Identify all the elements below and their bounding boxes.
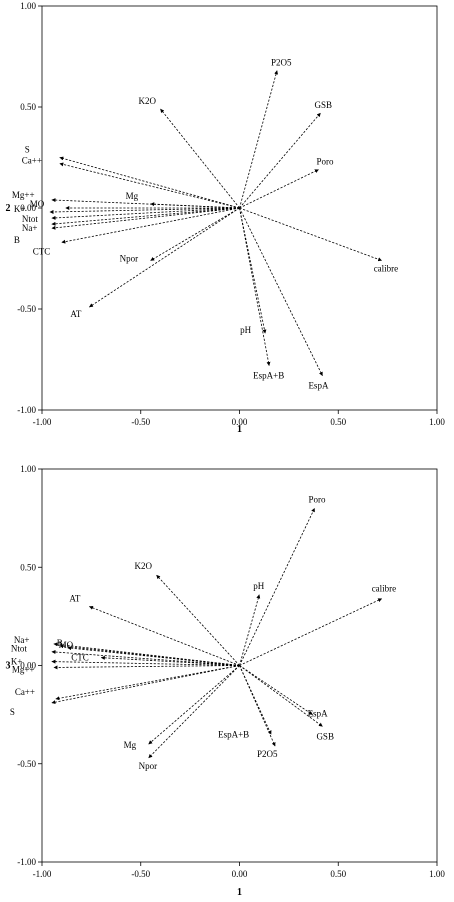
vector-k2o	[156, 574, 240, 666]
y-tick-label: -0.50	[17, 304, 36, 314]
y-tick-label: -0.50	[17, 759, 36, 769]
y-axis-title: 3	[6, 661, 11, 672]
vector-label-at: AT	[70, 309, 82, 319]
y-axis-title: 2	[6, 203, 11, 214]
vector-label-espa: EspA	[308, 381, 329, 391]
vector-mgplusplus	[53, 665, 240, 670]
y-tick-label: 0.50	[20, 102, 36, 112]
vector-label-mo: MO	[59, 640, 74, 650]
vector-p2o5	[239, 665, 276, 747]
vector-label-gsb: GSB	[314, 100, 332, 110]
vector-label-poro: Poro	[309, 494, 327, 504]
vector-label-mo: MO	[30, 199, 45, 209]
y-tick-label: 0.00	[20, 661, 36, 671]
vector-kplus	[51, 659, 240, 666]
x-tick-label: -1.00	[33, 869, 52, 879]
vector-label-espaplusb: EspA+B	[218, 729, 249, 739]
vector-npor	[150, 207, 240, 261]
vector-label-kplus: K+	[11, 657, 23, 667]
y-tick-label: 0.00	[20, 203, 36, 213]
vector-espaplusb	[239, 207, 271, 366]
x-tick-label: 1.00	[429, 869, 445, 879]
vector-mo	[67, 646, 240, 666]
x-tick-label: -0.50	[131, 869, 150, 879]
vector-kplus	[49, 207, 240, 214]
vector-label-caplusplus: Ca++	[15, 687, 35, 697]
x-axis-title: 1	[237, 887, 242, 898]
vector-label-gsb: GSB	[316, 731, 334, 741]
vector-label-espa: EspA	[308, 709, 329, 719]
vector-naplus	[51, 207, 240, 226]
vector-espa	[239, 665, 313, 715]
vector-poro	[239, 169, 319, 209]
y-tick-label: 0.50	[20, 562, 36, 572]
y-tick-label: -1.00	[17, 405, 36, 415]
vector-label-k2o: K2O	[135, 561, 153, 571]
vector-label-b: B	[14, 235, 20, 245]
vector-label-at: AT	[69, 594, 81, 604]
vector-k2o	[160, 108, 240, 209]
y-tick-label: -1.00	[17, 857, 36, 867]
vector-caplusplus	[59, 162, 240, 209]
vector-npor	[148, 665, 240, 759]
x-axis-title: 1	[237, 424, 242, 435]
vector-label-naplus: Na+	[14, 635, 30, 645]
vector-ph	[239, 594, 261, 666]
vector-at	[89, 606, 240, 666]
vector-at	[89, 207, 240, 308]
vector-label-b: B	[57, 638, 63, 648]
vector-mg	[150, 202, 240, 209]
vector-label-calibre: calibre	[372, 584, 396, 594]
x-tick-label: 0.50	[330, 417, 346, 427]
vector-calibre	[239, 207, 383, 262]
vector-gsb	[239, 665, 323, 727]
vector-ntot	[51, 207, 240, 220]
x-tick-label: 0.00	[232, 869, 248, 879]
vector-label-ntot: Ntot	[11, 644, 28, 654]
vector-poro	[239, 507, 315, 666]
vector-label-npor: Npor	[139, 761, 158, 771]
vector-label-kplus: K+	[14, 204, 26, 214]
vector-ntot	[51, 650, 240, 666]
x-tick-label: 0.50	[330, 869, 346, 879]
vector-b	[51, 207, 240, 230]
vector-label-caplusplus: Ca++	[22, 156, 42, 166]
vector-ctc	[100, 655, 240, 666]
vector-label-espaplusb: EspA+B	[253, 371, 284, 381]
vector-label-npor: Npor	[120, 254, 139, 264]
vector-label-mg: Mg	[124, 740, 137, 750]
vector-s	[51, 665, 240, 705]
vector-p2o5	[239, 70, 279, 209]
vector-label-ctc: CTC	[33, 246, 51, 256]
y-tick-label: 1.00	[20, 1, 36, 11]
vector-label-poro: Poro	[317, 157, 335, 167]
vector-label-p2o5: P2O5	[257, 749, 278, 759]
vector-caplusplus	[55, 665, 240, 701]
vector-label-k2o: K2O	[139, 96, 157, 106]
y-tick-label: 1.00	[20, 464, 36, 474]
x-tick-label: 1.00	[429, 417, 445, 427]
vector-label-ntot: Ntot	[22, 214, 39, 224]
vector-label-naplus: Na+	[22, 223, 38, 233]
vector-label-ph: pH	[253, 581, 265, 591]
vector-label-s: S	[10, 707, 15, 717]
vector-espa	[239, 207, 323, 377]
vector-label-ph: pH	[240, 325, 252, 335]
x-tick-label: 0.00	[232, 417, 248, 427]
vector-label-mgplusplus: Mg++	[12, 190, 35, 200]
x-tick-label: -1.00	[33, 417, 52, 427]
vector-label-ctc: CTC	[71, 653, 89, 663]
vector-label-mgplusplus: Mg++	[12, 664, 35, 674]
vector-gsb	[239, 112, 321, 209]
vector-label-p2o5: P2O5	[271, 58, 292, 68]
x-tick-label: -0.50	[131, 417, 150, 427]
vector-label-calibre: calibre	[374, 264, 398, 274]
vector-s	[59, 156, 240, 209]
vector-mg	[148, 665, 240, 745]
vector-calibre	[239, 598, 383, 666]
vector-label-s: S	[25, 145, 30, 155]
vector-ph	[239, 207, 267, 334]
vector-label-mg: Mg	[126, 191, 139, 201]
